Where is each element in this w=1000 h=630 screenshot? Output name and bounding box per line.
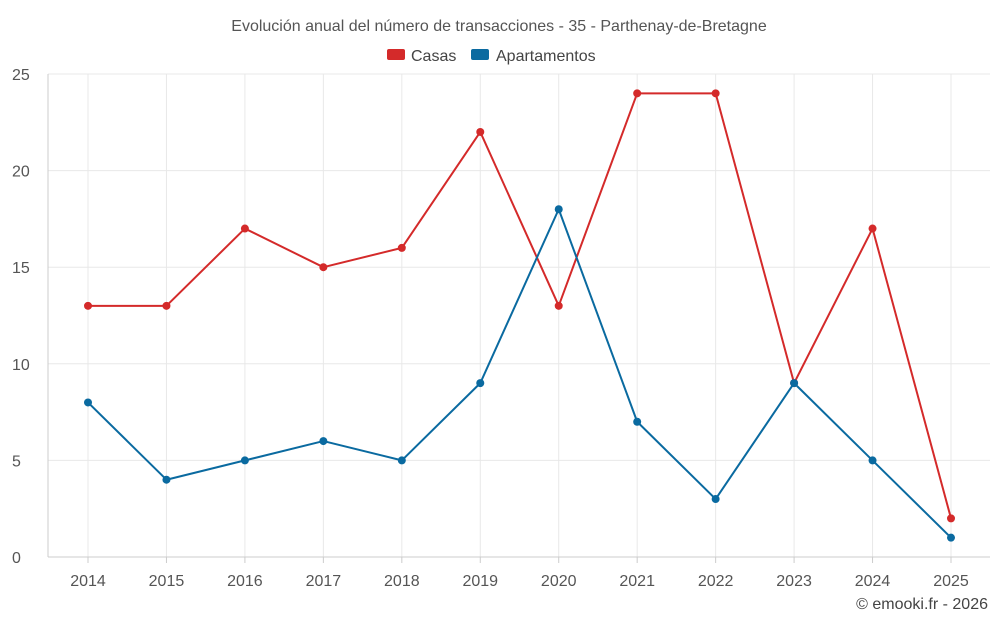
data-point-apartamentos-2023[interactable] [790, 379, 799, 388]
data-point-casas-2015[interactable] [162, 301, 171, 310]
y-tick-label-5: 5 [12, 453, 21, 470]
data-point-casas-2025[interactable] [947, 514, 955, 523]
x-tick-label-2016: 2016 [227, 573, 263, 590]
x-tick-label-2014: 2014 [70, 573, 106, 590]
y-tick-label-20: 20 [12, 164, 30, 181]
series-apartamentos [84, 205, 955, 542]
data-point-casas-2014[interactable] [84, 301, 92, 310]
series-layer [84, 89, 955, 542]
data-point-apartamentos-2018[interactable] [397, 456, 406, 465]
data-point-apartamentos-2016[interactable] [240, 456, 249, 465]
data-point-apartamentos-2015[interactable] [162, 475, 171, 484]
series-line-casas [88, 92, 952, 519]
data-point-casas-2018[interactable] [397, 243, 406, 252]
y-tick-label-25: 25 [12, 67, 30, 84]
legend-item-apartamentos[interactable]: Apartamentos [471, 48, 596, 65]
y-tick-label-10: 10 [12, 357, 30, 374]
series-line-apartamentos [87, 208, 952, 539]
data-point-apartamentos-2022[interactable] [711, 495, 720, 504]
data-point-casas-2024[interactable] [868, 224, 877, 233]
data-point-casas-2016[interactable] [240, 224, 249, 233]
data-point-casas-2020[interactable] [554, 301, 563, 310]
data-point-casas-2019[interactable] [476, 127, 485, 136]
legend-swatch-casas [387, 49, 405, 60]
legend-label-casas: Casas [411, 48, 456, 65]
x-tick-label-2020: 2020 [541, 573, 577, 590]
data-point-apartamentos-2025[interactable] [947, 533, 955, 542]
credit-text: © emooki.fr - 2026 [856, 596, 988, 613]
x-tick-label-2025: 2025 [933, 573, 969, 590]
y-tick-label-0: 0 [12, 550, 21, 567]
data-point-apartamentos-2019[interactable] [476, 379, 485, 388]
x-tick-label-2015: 2015 [149, 573, 185, 590]
legend-swatch-apartamentos [471, 49, 489, 60]
y-tick-label-15: 15 [12, 260, 30, 277]
legend: Casas Apartamentos [387, 48, 596, 65]
data-point-apartamentos-2024[interactable] [868, 456, 877, 465]
x-tick-label-2017: 2017 [306, 573, 342, 590]
data-point-apartamentos-2021[interactable] [633, 417, 642, 426]
x-tick-label-2018: 2018 [384, 573, 420, 590]
data-point-apartamentos-2014[interactable] [84, 398, 92, 407]
x-tick-label-2022: 2022 [698, 573, 734, 590]
data-point-casas-2017[interactable] [319, 263, 328, 272]
data-point-apartamentos-2017[interactable] [319, 437, 328, 446]
x-tick-label-2023: 2023 [776, 573, 812, 590]
series-casas [84, 89, 955, 523]
grid [48, 73, 990, 557]
x-tick-label-2019: 2019 [462, 573, 498, 590]
chart-title: Evolución anual del número de transaccio… [231, 18, 767, 35]
data-point-casas-2021[interactable] [633, 89, 642, 98]
data-point-apartamentos-2020[interactable] [554, 205, 563, 214]
data-point-casas-2022[interactable] [711, 89, 720, 98]
legend-label-apartamentos: Apartamentos [496, 48, 596, 65]
legend-item-casas[interactable]: Casas [387, 48, 456, 65]
x-tick-label-2021: 2021 [619, 573, 655, 590]
x-tick-label-2024: 2024 [855, 573, 891, 590]
